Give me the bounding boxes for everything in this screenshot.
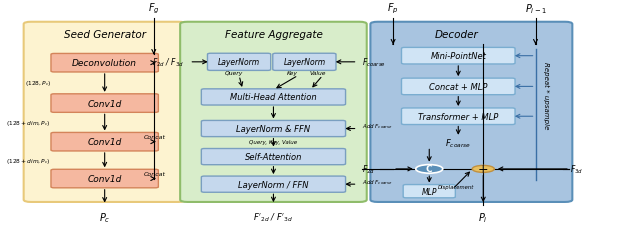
FancyBboxPatch shape (403, 185, 455, 198)
Text: Displacement: Displacement (438, 184, 474, 189)
Text: +: + (478, 163, 488, 176)
Text: Mini-PointNet: Mini-PointNet (430, 52, 486, 61)
Text: Concat: Concat (143, 135, 166, 140)
FancyBboxPatch shape (202, 176, 346, 192)
Text: $F_{2d}$ / $F_{3d}$: $F_{2d}$ / $F_{3d}$ (152, 56, 184, 69)
Text: $F_{2d}$: $F_{2d}$ (362, 163, 376, 175)
FancyBboxPatch shape (401, 79, 515, 95)
Text: $(128+dim,P_c)$: $(128+dim,P_c)$ (6, 118, 51, 127)
Text: $F_g$: $F_g$ (148, 2, 159, 16)
Text: Concat + MLP: Concat + MLP (429, 83, 488, 92)
Text: LayerNorm / FFN: LayerNorm / FFN (238, 180, 308, 189)
Text: Multi-Head Attention: Multi-Head Attention (230, 93, 317, 102)
FancyBboxPatch shape (24, 23, 186, 202)
Text: Query, Key, Value: Query, Key, Value (250, 140, 298, 144)
Text: Seed Generator: Seed Generator (63, 30, 146, 40)
Text: Key: Key (287, 71, 298, 76)
FancyBboxPatch shape (401, 108, 515, 125)
Text: $F_{coarse}$: $F_{coarse}$ (445, 137, 471, 149)
Text: $P_i$: $P_i$ (479, 210, 488, 224)
Text: LayerNorm: LayerNorm (284, 58, 326, 67)
Text: $(128, P_c)$: $(128, P_c)$ (25, 79, 51, 88)
FancyBboxPatch shape (51, 133, 158, 151)
Text: LayerNorm: LayerNorm (218, 58, 260, 67)
Text: Conv1d: Conv1d (88, 174, 122, 183)
Text: Transformer + MLP: Transformer + MLP (418, 112, 499, 121)
Circle shape (416, 165, 443, 173)
Text: $F_p$: $F_p$ (387, 2, 399, 16)
Text: MLP: MLP (422, 187, 437, 196)
FancyBboxPatch shape (401, 48, 515, 65)
Text: C: C (426, 165, 433, 174)
Text: Add $F_{coarse}$: Add $F_{coarse}$ (362, 122, 393, 130)
Text: Conv1d: Conv1d (88, 137, 122, 146)
FancyBboxPatch shape (51, 169, 158, 188)
FancyBboxPatch shape (180, 23, 367, 202)
Text: $P_{i-1}$: $P_{i-1}$ (525, 2, 547, 16)
FancyBboxPatch shape (273, 54, 336, 71)
Text: LayerNorm & FFN: LayerNorm & FFN (236, 124, 310, 133)
FancyBboxPatch shape (51, 54, 158, 73)
Text: Feature Aggregate: Feature Aggregate (225, 30, 323, 40)
FancyBboxPatch shape (371, 23, 572, 202)
Text: Query: Query (225, 71, 243, 76)
FancyBboxPatch shape (202, 90, 346, 106)
Text: $(128+dim,P_c)$: $(128+dim,P_c)$ (6, 156, 51, 165)
Text: $F'_{2d}$ / $F'_{3d}$: $F'_{2d}$ / $F'_{3d}$ (253, 210, 294, 223)
Text: Self-Attention: Self-Attention (244, 152, 302, 161)
Text: $P_c$: $P_c$ (99, 210, 111, 224)
FancyBboxPatch shape (202, 149, 346, 165)
Text: Conv1d: Conv1d (88, 99, 122, 108)
Text: Concat: Concat (143, 171, 166, 176)
FancyBboxPatch shape (207, 54, 271, 71)
Text: Deconvolution: Deconvolution (72, 59, 137, 68)
Text: $F_{coarse}$: $F_{coarse}$ (362, 56, 387, 69)
Text: Value: Value (310, 71, 326, 76)
FancyBboxPatch shape (51, 94, 158, 113)
Text: Repeat * upsample: Repeat * upsample (543, 61, 550, 128)
Circle shape (472, 166, 494, 173)
Text: $F_{3d}$: $F_{3d}$ (570, 163, 583, 175)
Text: Decoder: Decoder (435, 30, 478, 40)
Text: Add $F_{coarse}$: Add $F_{coarse}$ (362, 177, 393, 186)
FancyBboxPatch shape (202, 121, 346, 137)
